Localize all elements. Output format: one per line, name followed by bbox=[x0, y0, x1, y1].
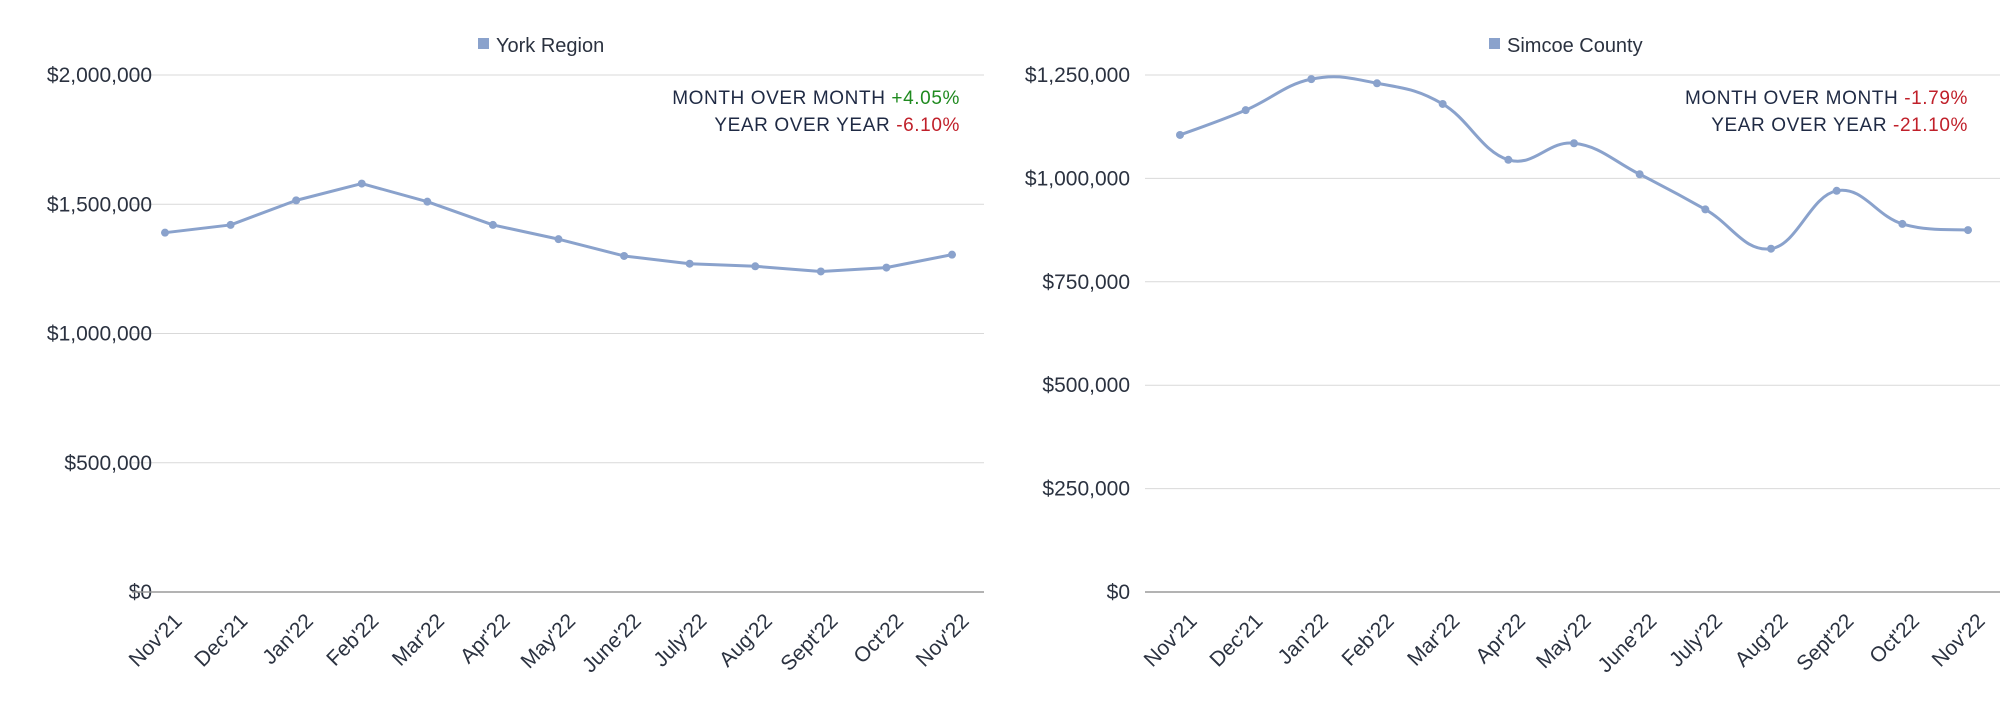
stat-year-over-year: YEAR OVER YEAR -6.10% bbox=[714, 115, 960, 136]
data-point bbox=[1307, 75, 1316, 84]
y-tick-label: $1,500,000 bbox=[47, 193, 152, 216]
data-point bbox=[292, 196, 301, 205]
x-tick-label: Jan'22 bbox=[258, 609, 318, 669]
chart-1: $0$500,000$1,000,000$1,500,000$2,000,000… bbox=[47, 35, 984, 677]
x-tick-label: Dec'21 bbox=[190, 609, 252, 671]
y-tick-label: $2,000,000 bbox=[47, 64, 152, 87]
stat-value: -1.79% bbox=[1904, 88, 1968, 109]
data-point bbox=[1176, 130, 1184, 139]
data-point bbox=[1373, 79, 1381, 88]
y-tick-label: $250,000 bbox=[1042, 478, 1130, 501]
x-tick-label: Jan'22 bbox=[1273, 609, 1333, 669]
x-tick-label: July'22 bbox=[649, 609, 711, 671]
x-tick-label: Nov'21 bbox=[1140, 609, 1202, 671]
x-tick-label: May'22 bbox=[1532, 609, 1596, 673]
x-tick-label: Apr'22 bbox=[456, 609, 515, 668]
data-point bbox=[1767, 244, 1775, 253]
data-point bbox=[1832, 186, 1841, 195]
stat-label: YEAR OVER YEAR bbox=[714, 115, 896, 136]
data-point bbox=[948, 250, 956, 259]
stat-value: -6.10% bbox=[896, 115, 960, 136]
data-point bbox=[488, 220, 497, 229]
x-tick-label: Nov'21 bbox=[125, 609, 187, 671]
data-point bbox=[882, 263, 891, 272]
x-tick-label: Aug'22 bbox=[715, 609, 777, 671]
data-point bbox=[1701, 205, 1710, 214]
x-tick-label: Dec'21 bbox=[1205, 609, 1267, 671]
y-tick-label: $1,000,000 bbox=[47, 323, 152, 346]
series-line bbox=[163, 182, 954, 273]
x-tick-label: June'22 bbox=[1594, 609, 1662, 677]
x-tick-label: Mar'22 bbox=[388, 609, 449, 670]
data-point bbox=[357, 179, 366, 188]
x-tick-label: July'22 bbox=[1665, 609, 1727, 671]
data-point bbox=[161, 228, 169, 237]
data-point bbox=[1570, 139, 1578, 148]
x-tick-label: Feb'22 bbox=[1338, 609, 1399, 670]
stat-month-over-month: MONTH OVER MONTH -1.79% bbox=[1685, 88, 1968, 109]
x-tick-label: Sept'22 bbox=[1792, 609, 1858, 675]
legend-label: York Region bbox=[496, 35, 604, 57]
x-tick-label: Mar'22 bbox=[1403, 609, 1464, 670]
data-point bbox=[226, 220, 235, 229]
data-point bbox=[751, 262, 760, 271]
data-point bbox=[685, 259, 694, 268]
stat-label: MONTH OVER MONTH bbox=[672, 88, 891, 109]
x-tick-label: Feb'22 bbox=[322, 609, 383, 670]
stat-label: MONTH OVER MONTH bbox=[1685, 88, 1904, 109]
stat-month-over-month: MONTH OVER MONTH +4.05% bbox=[672, 88, 960, 109]
legend-label: Simcoe County bbox=[1507, 35, 1643, 57]
x-tick-label: May'22 bbox=[517, 609, 581, 673]
y-tick-label: $750,000 bbox=[1042, 271, 1130, 294]
data-point bbox=[816, 267, 825, 276]
data-point bbox=[554, 235, 563, 244]
y-tick-label: $0 bbox=[1107, 581, 1130, 604]
data-point bbox=[1504, 155, 1513, 164]
data-point bbox=[1964, 226, 1972, 235]
legend-swatch bbox=[1489, 38, 1500, 49]
data-point bbox=[620, 251, 629, 260]
x-tick-label: Oct'22 bbox=[1865, 609, 1924, 668]
legend: Simcoe County bbox=[1489, 35, 1643, 57]
data-point bbox=[1438, 99, 1447, 108]
data-point bbox=[1241, 106, 1250, 115]
y-tick-label: $1,000,000 bbox=[1025, 167, 1130, 190]
stat-year-over-year: YEAR OVER YEAR -21.10% bbox=[1711, 115, 1968, 136]
x-tick-label: Oct'22 bbox=[849, 609, 908, 668]
y-tick-label: $500,000 bbox=[1042, 374, 1130, 397]
stat-value: -21.10% bbox=[1893, 115, 1968, 136]
x-tick-label: June'22 bbox=[578, 609, 646, 677]
stat-value: +4.05% bbox=[891, 88, 960, 109]
chart-2: $0 $250,000 $500,000 $750,000 $1,000,000 $1,2… bbox=[1025, 35, 2000, 677]
stat-label: YEAR OVER YEAR bbox=[1711, 115, 1893, 136]
x-tick-label: Apr'22 bbox=[1471, 609, 1530, 668]
legend-swatch bbox=[478, 38, 489, 49]
x-tick-label: Nov'22 bbox=[912, 609, 974, 671]
y-tick-label: $500,000 bbox=[64, 452, 152, 475]
x-tick-label: Aug'22 bbox=[1731, 609, 1793, 671]
x-tick-label: Sept'22 bbox=[776, 609, 842, 675]
y-tick-label: $1,250,000 bbox=[1025, 64, 1130, 87]
legend: York Region bbox=[478, 35, 604, 57]
data-point bbox=[1635, 170, 1644, 179]
x-tick-label: Nov'22 bbox=[1928, 609, 1990, 671]
data-point bbox=[1898, 219, 1907, 228]
data-point bbox=[423, 197, 432, 206]
